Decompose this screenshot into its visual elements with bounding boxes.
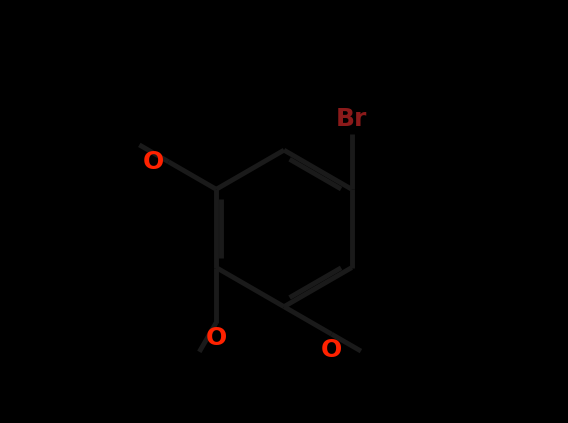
Text: Br: Br — [336, 107, 367, 131]
Text: O: O — [206, 326, 227, 350]
Text: O: O — [321, 338, 343, 362]
Text: O: O — [142, 150, 164, 174]
